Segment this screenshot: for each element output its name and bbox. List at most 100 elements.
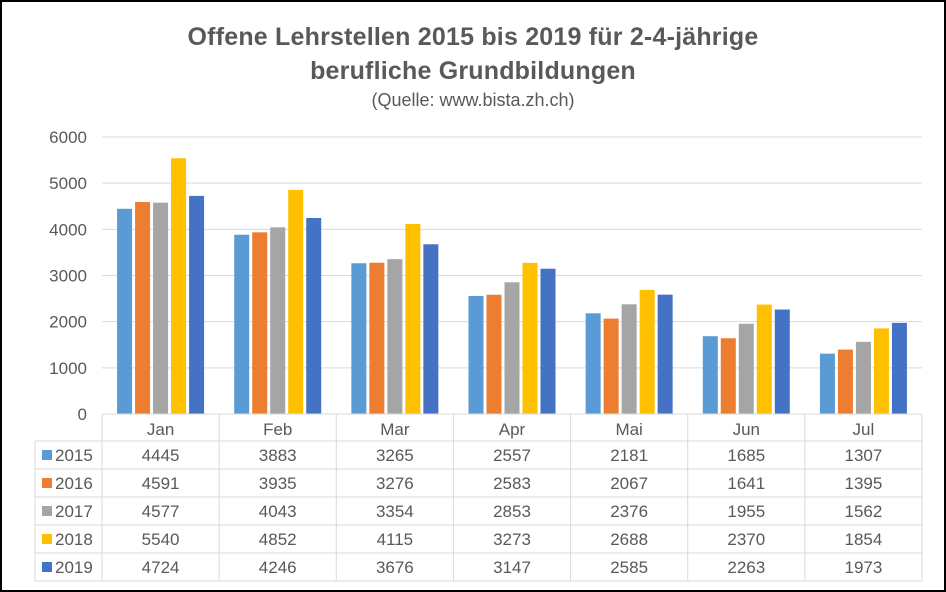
legend-key-2018: [42, 534, 52, 544]
table-cell: 1955: [727, 502, 765, 521]
table-cell: 4577: [142, 502, 180, 521]
y-tick-label: 1000: [49, 359, 87, 378]
bar-2016-Jan: [135, 202, 151, 414]
y-tick-label: 4000: [49, 220, 87, 239]
table-cell: 4724: [142, 558, 180, 577]
table-cell: 2688: [610, 530, 648, 549]
table-cell: 1641: [727, 474, 765, 493]
table-cell: 3935: [259, 474, 297, 493]
table-cell: 3354: [376, 502, 414, 521]
x-category-label: Jun: [733, 420, 760, 439]
bar-2016-Mai: [603, 318, 619, 414]
bar-2015-Mai: [585, 313, 601, 414]
x-category-label: Mai: [615, 420, 642, 439]
y-tick-label: 2000: [49, 313, 87, 332]
table-cell: 1685: [727, 446, 765, 465]
bar-2016-Mar: [369, 262, 385, 414]
table-cell: 2853: [493, 502, 531, 521]
bar-2016-Apr: [486, 294, 502, 414]
table-cell: 2181: [610, 446, 648, 465]
bar-2019-Apr: [540, 268, 556, 414]
bar-2019-Mai: [657, 294, 673, 414]
bar-2015-Jul: [819, 353, 835, 414]
table-cell: 4115: [377, 530, 414, 549]
table-cell: 2370: [727, 530, 765, 549]
legend-label: 2019: [55, 558, 93, 577]
bar-2019-Jul: [891, 322, 907, 414]
table-cell: 2067: [610, 474, 648, 493]
table-cell: 4043: [259, 502, 297, 521]
bar-2018-Jun: [756, 304, 772, 414]
bars: [117, 158, 907, 414]
legend-key-2015: [42, 450, 52, 460]
chart-title-line-1: Offene Lehrstellen 2015 bis 2019 für 2-4…: [187, 23, 759, 51]
table-cell: 3273: [493, 530, 531, 549]
legend-key-2019: [42, 562, 52, 572]
bar-2019-Jan: [189, 195, 205, 414]
table-cell: 2557: [493, 446, 531, 465]
legend-key-2016: [42, 478, 52, 488]
table-cell: 1307: [845, 446, 883, 465]
bar-2017-Apr: [504, 282, 520, 414]
bar-2017-Feb: [270, 227, 286, 414]
bar-2015-Feb: [234, 234, 250, 414]
bar-2019-Feb: [306, 217, 322, 414]
table-cell: 4591: [142, 474, 180, 493]
table-cell: 1973: [845, 558, 883, 577]
bar-2017-Mar: [387, 259, 403, 414]
bar-2016-Feb: [252, 232, 268, 414]
table-cell: 3276: [376, 474, 414, 493]
table-cell: 3676: [376, 558, 414, 577]
bar-2017-Jun: [738, 323, 754, 414]
x-category-label: Feb: [263, 420, 292, 439]
table-cell: 4445: [142, 446, 180, 465]
bar-2015-Jan: [117, 208, 133, 414]
x-category-label: Jan: [147, 420, 174, 439]
table-cell: 2263: [727, 558, 765, 577]
x-category-label: Jul: [853, 420, 875, 439]
table-cell: 3147: [493, 558, 531, 577]
bar-2016-Jun: [720, 338, 736, 414]
table-cell: 1395: [845, 474, 883, 493]
x-category-label: Apr: [499, 420, 526, 439]
chart-title-line-2: berufliche Grundbildungen: [310, 57, 636, 85]
table-cell: 2376: [610, 502, 648, 521]
table-cell: 5540: [142, 530, 180, 549]
bar-2018-Jan: [171, 158, 187, 414]
legend-label: 2018: [55, 530, 93, 549]
x-category-label: Mar: [380, 420, 410, 439]
chart-subtitle: (Quelle: www.bista.zh.ch): [371, 90, 575, 110]
bar-2015-Mar: [351, 263, 367, 414]
y-tick-label: 6000: [49, 128, 87, 147]
bar-2018-Jul: [873, 328, 889, 414]
legend-label: 2016: [55, 474, 93, 493]
bar-2017-Jul: [855, 341, 871, 414]
bar-2018-Feb: [288, 189, 304, 414]
data-table: Jan Feb Mar Apr Mai Jun Jul 2015 4445 3883 3265 255…: [34, 413, 923, 582]
y-tick-label: 3000: [49, 267, 87, 286]
bar-2015-Apr: [468, 295, 484, 414]
table-cell: 1854: [845, 530, 883, 549]
table-cell: 4852: [259, 530, 297, 549]
table-cell: 2583: [493, 474, 531, 493]
y-tick-label: 0: [78, 405, 87, 424]
bar-2018-Mar: [405, 224, 421, 414]
bar-2017-Jan: [153, 202, 169, 414]
bar-2015-Jun: [702, 336, 718, 414]
table-cell: 3883: [259, 446, 297, 465]
legend-label: 2015: [55, 446, 93, 465]
y-tick-label: 5000: [49, 174, 87, 193]
table-cell: 3265: [376, 446, 414, 465]
table-cell: 4246: [259, 558, 297, 577]
bar-2017-Mai: [621, 304, 637, 414]
bar-2018-Mai: [639, 289, 655, 414]
bar-2019-Mar: [423, 244, 439, 414]
y-axis-ticks: 0 1000 2000 3000 4000 5000 6000: [49, 128, 87, 424]
table-cell: 1562: [845, 502, 883, 521]
bar-2016-Jul: [837, 349, 853, 414]
bar-2019-Jun: [774, 309, 790, 414]
table-cell: 2585: [610, 558, 648, 577]
bar-2018-Apr: [522, 262, 538, 414]
legend-key-2017: [42, 506, 52, 516]
